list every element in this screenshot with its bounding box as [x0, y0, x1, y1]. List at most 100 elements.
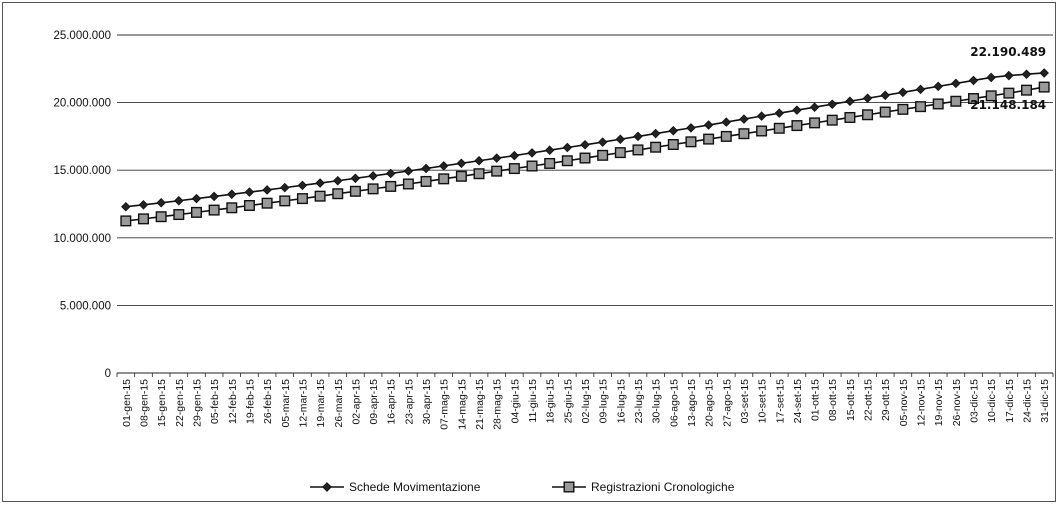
data-point: [703, 120, 714, 130]
x-tick-label: 01-ott-15: [810, 379, 822, 421]
data-point: [827, 99, 838, 109]
data-point: [279, 195, 291, 207]
y-tick-label: 25.000.000: [53, 30, 111, 42]
x-tick-label: 02-apr-15: [350, 379, 362, 425]
legend-item: Schede Movimentazione: [310, 480, 481, 494]
data-point: [402, 178, 414, 190]
data-point: [544, 157, 556, 169]
data-point: [456, 158, 467, 169]
x-tick-label: 15-gen-15: [156, 379, 168, 427]
x-tick-label: 16-lug-15: [615, 379, 627, 424]
grid-lines: [117, 34, 1053, 306]
x-tick-label: 03-dic-15: [969, 379, 981, 423]
x-tick-label: 17-set-15: [774, 379, 786, 424]
series-group: [120, 68, 1050, 227]
data-point: [315, 178, 325, 188]
data-point: [773, 122, 785, 134]
data-point: [579, 152, 591, 164]
data-point: [208, 204, 220, 216]
x-tick-label: 26-mar-15: [333, 379, 345, 428]
data-point: [473, 168, 485, 180]
y-tick-label: 0: [105, 368, 111, 380]
x-tick-label: 19-mar-15: [315, 379, 327, 428]
x-tick-label: 27-ago-15: [721, 379, 733, 427]
data-point: [190, 206, 202, 218]
x-tick-label: 05-mar-15: [280, 379, 292, 428]
data-point: [527, 148, 537, 158]
data-point: [403, 166, 414, 176]
data-point: [650, 141, 662, 153]
legend: Schede Movimentazione Registrazioni Crono…: [310, 480, 735, 494]
data-point: [296, 193, 308, 205]
data-point: [243, 199, 255, 211]
data-point: [544, 145, 555, 155]
data-point: [633, 131, 643, 142]
data-point: [314, 190, 326, 202]
data-point: [845, 96, 855, 107]
data-point: [951, 78, 961, 89]
data-point: [367, 183, 379, 195]
x-tick-label: 04-giu-15: [509, 379, 521, 424]
data-point: [420, 175, 432, 187]
data-point: [915, 84, 926, 95]
data-point: [280, 182, 290, 193]
data-point: [915, 101, 927, 113]
data-point: [226, 202, 238, 214]
x-tick-label: 12-mar-15: [297, 379, 309, 428]
data-point: [121, 201, 131, 212]
x-tick-label: 30-apr-15: [421, 379, 433, 425]
data-point: [968, 75, 979, 86]
data-point: [156, 198, 166, 208]
data-point: [985, 90, 997, 102]
data-point: [879, 106, 891, 118]
data-point: [950, 95, 962, 107]
x-tick-label: 22-gen-15: [174, 379, 186, 427]
data-point: [774, 108, 785, 118]
x-tick-label: 10-set-15: [757, 379, 769, 424]
data-point: [720, 130, 732, 142]
data-point: [1021, 84, 1033, 96]
data-point: [332, 175, 343, 186]
data-point: [933, 81, 943, 92]
data-point: [491, 165, 503, 177]
data-point: [562, 142, 573, 153]
legend-item: Registrazioni Cronologiche: [552, 480, 735, 494]
data-point: [721, 117, 732, 127]
data-point: [809, 102, 820, 112]
x-tick-label: 03-set-15: [739, 379, 751, 424]
data-point: [580, 140, 590, 150]
legend-marker: [322, 482, 332, 492]
x-tick-label: 06-ago-15: [668, 379, 680, 427]
data-point: [120, 215, 132, 227]
data-point: [738, 128, 750, 140]
data-point: [844, 111, 856, 123]
data-point: [137, 213, 149, 225]
x-tick-label: 08-ott-15: [827, 379, 839, 421]
data-point: [474, 155, 484, 166]
x-tick-label: 19-nov-15: [933, 379, 945, 426]
data-point: [297, 180, 308, 191]
data-point: [385, 180, 397, 192]
data-point: [685, 136, 697, 148]
x-tick-label: 18-giu-15: [545, 379, 557, 424]
y-axis-ticks: 0 5.000.000 10.000.000 15.000.000 20.000.000…: [53, 30, 111, 380]
data-point: [615, 134, 626, 145]
data-point: [1039, 68, 1049, 78]
data-point: [739, 114, 749, 124]
data-point: [368, 171, 378, 181]
data-point: [227, 189, 237, 200]
data-point: [350, 173, 361, 184]
line-chart: 0 5.000.000 10.000.000 15.000.000 20.000.000…: [53, 30, 1054, 494]
data-point: [1038, 81, 1050, 93]
data-point: [438, 161, 449, 171]
x-tick-label: 02-lug-15: [580, 379, 592, 424]
x-tick-label: 23-lug-15: [633, 379, 645, 424]
data-point: [880, 90, 890, 101]
data-point: [897, 103, 909, 115]
x-tick-label: 17-dic-15: [1004, 379, 1016, 423]
data-point: [862, 109, 874, 121]
x-tick-label: 08-gen-15: [138, 379, 150, 427]
data-point: [809, 117, 821, 129]
data-point: [1003, 87, 1015, 99]
